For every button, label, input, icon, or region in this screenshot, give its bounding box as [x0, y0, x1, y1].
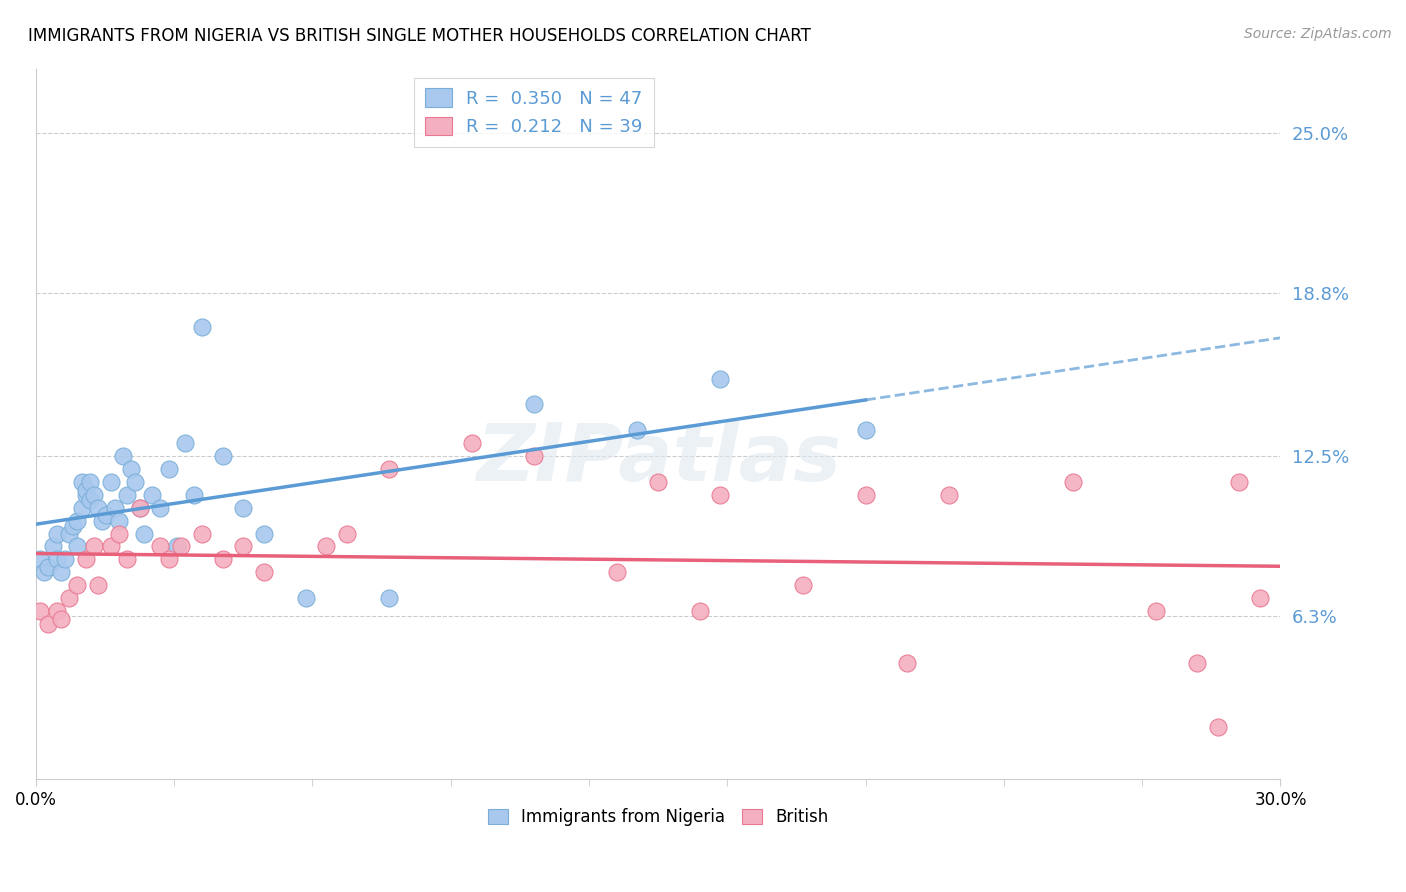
Point — [128, 500, 150, 515]
Point — [166, 540, 188, 554]
Point — [183, 488, 205, 502]
Point — [128, 500, 150, 515]
Point — [87, 578, 110, 592]
Point — [253, 526, 276, 541]
Point — [96, 508, 118, 523]
Point — [58, 591, 80, 606]
Point — [87, 500, 110, 515]
Point — [41, 540, 63, 554]
Point — [45, 552, 67, 566]
Point — [37, 560, 59, 574]
Point — [49, 566, 72, 580]
Point — [30, 552, 52, 566]
Point — [855, 423, 877, 437]
Point — [938, 488, 960, 502]
Point — [689, 604, 711, 618]
Point — [896, 656, 918, 670]
Point — [1062, 475, 1084, 489]
Point — [170, 540, 193, 554]
Point — [104, 500, 127, 515]
Point — [174, 436, 197, 450]
Point — [460, 436, 482, 450]
Point — [191, 319, 214, 334]
Text: Source: ZipAtlas.com: Source: ZipAtlas.com — [1244, 27, 1392, 41]
Point — [75, 552, 97, 566]
Point — [79, 475, 101, 489]
Point — [100, 540, 122, 554]
Point — [1227, 475, 1250, 489]
Point — [149, 540, 172, 554]
Text: IMMIGRANTS FROM NIGERIA VS BRITISH SINGLE MOTHER HOUSEHOLDS CORRELATION CHART: IMMIGRANTS FROM NIGERIA VS BRITISH SINGL… — [28, 27, 811, 45]
Point — [523, 449, 546, 463]
Point — [70, 500, 93, 515]
Point — [79, 492, 101, 507]
Point — [45, 604, 67, 618]
Point — [66, 514, 89, 528]
Point — [626, 423, 648, 437]
Point — [108, 526, 131, 541]
Point — [32, 566, 55, 580]
Point — [66, 540, 89, 554]
Point — [211, 552, 233, 566]
Point — [115, 488, 138, 502]
Point — [83, 488, 105, 502]
Point — [75, 488, 97, 502]
Point — [115, 552, 138, 566]
Point — [709, 488, 731, 502]
Point — [1144, 604, 1167, 618]
Point — [83, 540, 105, 554]
Text: ZIPatlas: ZIPatlas — [475, 420, 841, 499]
Point — [232, 540, 254, 554]
Point — [377, 462, 399, 476]
Point — [523, 397, 546, 411]
Point — [45, 526, 67, 541]
Point — [100, 475, 122, 489]
Point — [157, 552, 180, 566]
Point — [124, 475, 146, 489]
Point — [157, 462, 180, 476]
Point — [58, 526, 80, 541]
Point — [377, 591, 399, 606]
Point — [709, 371, 731, 385]
Point — [30, 604, 52, 618]
Point — [62, 518, 84, 533]
Point — [70, 475, 93, 489]
Point — [91, 514, 114, 528]
Point — [1187, 656, 1209, 670]
Point — [53, 552, 76, 566]
Point — [606, 566, 628, 580]
Point — [112, 449, 135, 463]
Point — [120, 462, 142, 476]
Point — [792, 578, 814, 592]
Point — [232, 500, 254, 515]
Point — [1249, 591, 1271, 606]
Point — [75, 483, 97, 497]
Point — [855, 488, 877, 502]
Point — [211, 449, 233, 463]
Legend: Immigrants from Nigeria, British: Immigrants from Nigeria, British — [479, 800, 837, 835]
Point — [66, 578, 89, 592]
Point — [141, 488, 163, 502]
Point — [149, 500, 172, 515]
Point — [336, 526, 359, 541]
Point — [294, 591, 316, 606]
Point — [191, 526, 214, 541]
Point — [49, 612, 72, 626]
Point — [132, 526, 155, 541]
Point — [1206, 720, 1229, 734]
Point — [315, 540, 337, 554]
Point — [647, 475, 669, 489]
Point — [108, 514, 131, 528]
Point — [253, 566, 276, 580]
Point — [37, 616, 59, 631]
